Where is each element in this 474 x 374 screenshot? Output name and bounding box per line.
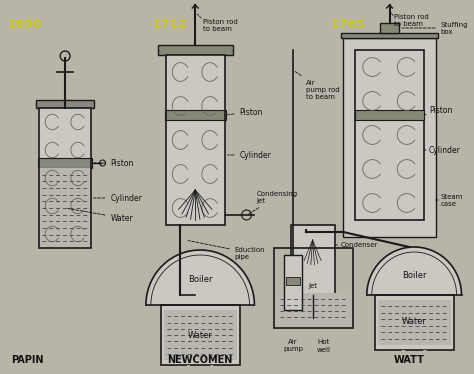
Text: Piston: Piston bbox=[424, 105, 452, 115]
Bar bbox=[355, 110, 424, 120]
Bar bbox=[164, 310, 237, 360]
Text: Stuffing
box: Stuffing box bbox=[402, 21, 468, 34]
Text: Piston rod
to beam: Piston rod to beam bbox=[394, 13, 429, 27]
Bar bbox=[380, 23, 400, 33]
Text: Boiler: Boiler bbox=[188, 276, 212, 285]
Text: Piston: Piston bbox=[93, 159, 134, 168]
Text: Piston rod
to beam: Piston rod to beam bbox=[203, 18, 238, 31]
Bar bbox=[274, 248, 353, 328]
Text: 1712: 1712 bbox=[153, 18, 188, 31]
Text: Piston: Piston bbox=[228, 107, 263, 116]
Text: Eduction
pipe: Eduction pipe bbox=[188, 240, 265, 260]
Bar bbox=[378, 300, 451, 345]
Text: Condensing
jet: Condensing jet bbox=[249, 190, 298, 214]
Polygon shape bbox=[146, 250, 255, 305]
Bar bbox=[39, 168, 91, 248]
Bar bbox=[284, 255, 302, 310]
Bar bbox=[164, 110, 226, 120]
Text: 1690: 1690 bbox=[8, 18, 43, 31]
Bar bbox=[161, 305, 240, 365]
Text: Water: Water bbox=[188, 331, 213, 340]
Bar bbox=[291, 225, 335, 295]
Bar bbox=[166, 55, 225, 225]
Text: Air
pump rod
to beam: Air pump rod to beam bbox=[295, 71, 339, 100]
Bar bbox=[39, 108, 91, 248]
Bar bbox=[39, 108, 91, 248]
Text: Boiler: Boiler bbox=[402, 270, 427, 279]
Text: Water: Water bbox=[402, 318, 427, 327]
Bar bbox=[36, 100, 94, 108]
Text: Cylinder: Cylinder bbox=[228, 150, 272, 159]
Text: Jet: Jet bbox=[308, 283, 317, 289]
Text: Hot
well: Hot well bbox=[317, 340, 330, 353]
Bar bbox=[343, 38, 436, 237]
Bar bbox=[277, 293, 350, 323]
Bar bbox=[286, 277, 300, 285]
Bar bbox=[355, 50, 424, 220]
Text: Water: Water bbox=[68, 208, 133, 223]
Bar bbox=[38, 158, 91, 168]
Bar bbox=[158, 45, 233, 55]
Text: Steam
case: Steam case bbox=[436, 193, 463, 206]
Text: Condenser: Condenser bbox=[335, 242, 378, 248]
Text: Cylinder: Cylinder bbox=[93, 193, 142, 202]
Bar bbox=[375, 295, 454, 350]
Text: PAPIN: PAPIN bbox=[11, 355, 44, 365]
Text: Air
pump: Air pump bbox=[283, 340, 303, 353]
Bar bbox=[341, 33, 438, 38]
Text: 1765: 1765 bbox=[330, 18, 365, 31]
Polygon shape bbox=[367, 247, 462, 295]
Text: NEWCOMEN: NEWCOMEN bbox=[167, 355, 233, 365]
Text: Cylinder: Cylinder bbox=[424, 145, 461, 154]
Text: WATT: WATT bbox=[394, 355, 425, 365]
Bar bbox=[166, 55, 225, 225]
Bar bbox=[355, 50, 424, 220]
